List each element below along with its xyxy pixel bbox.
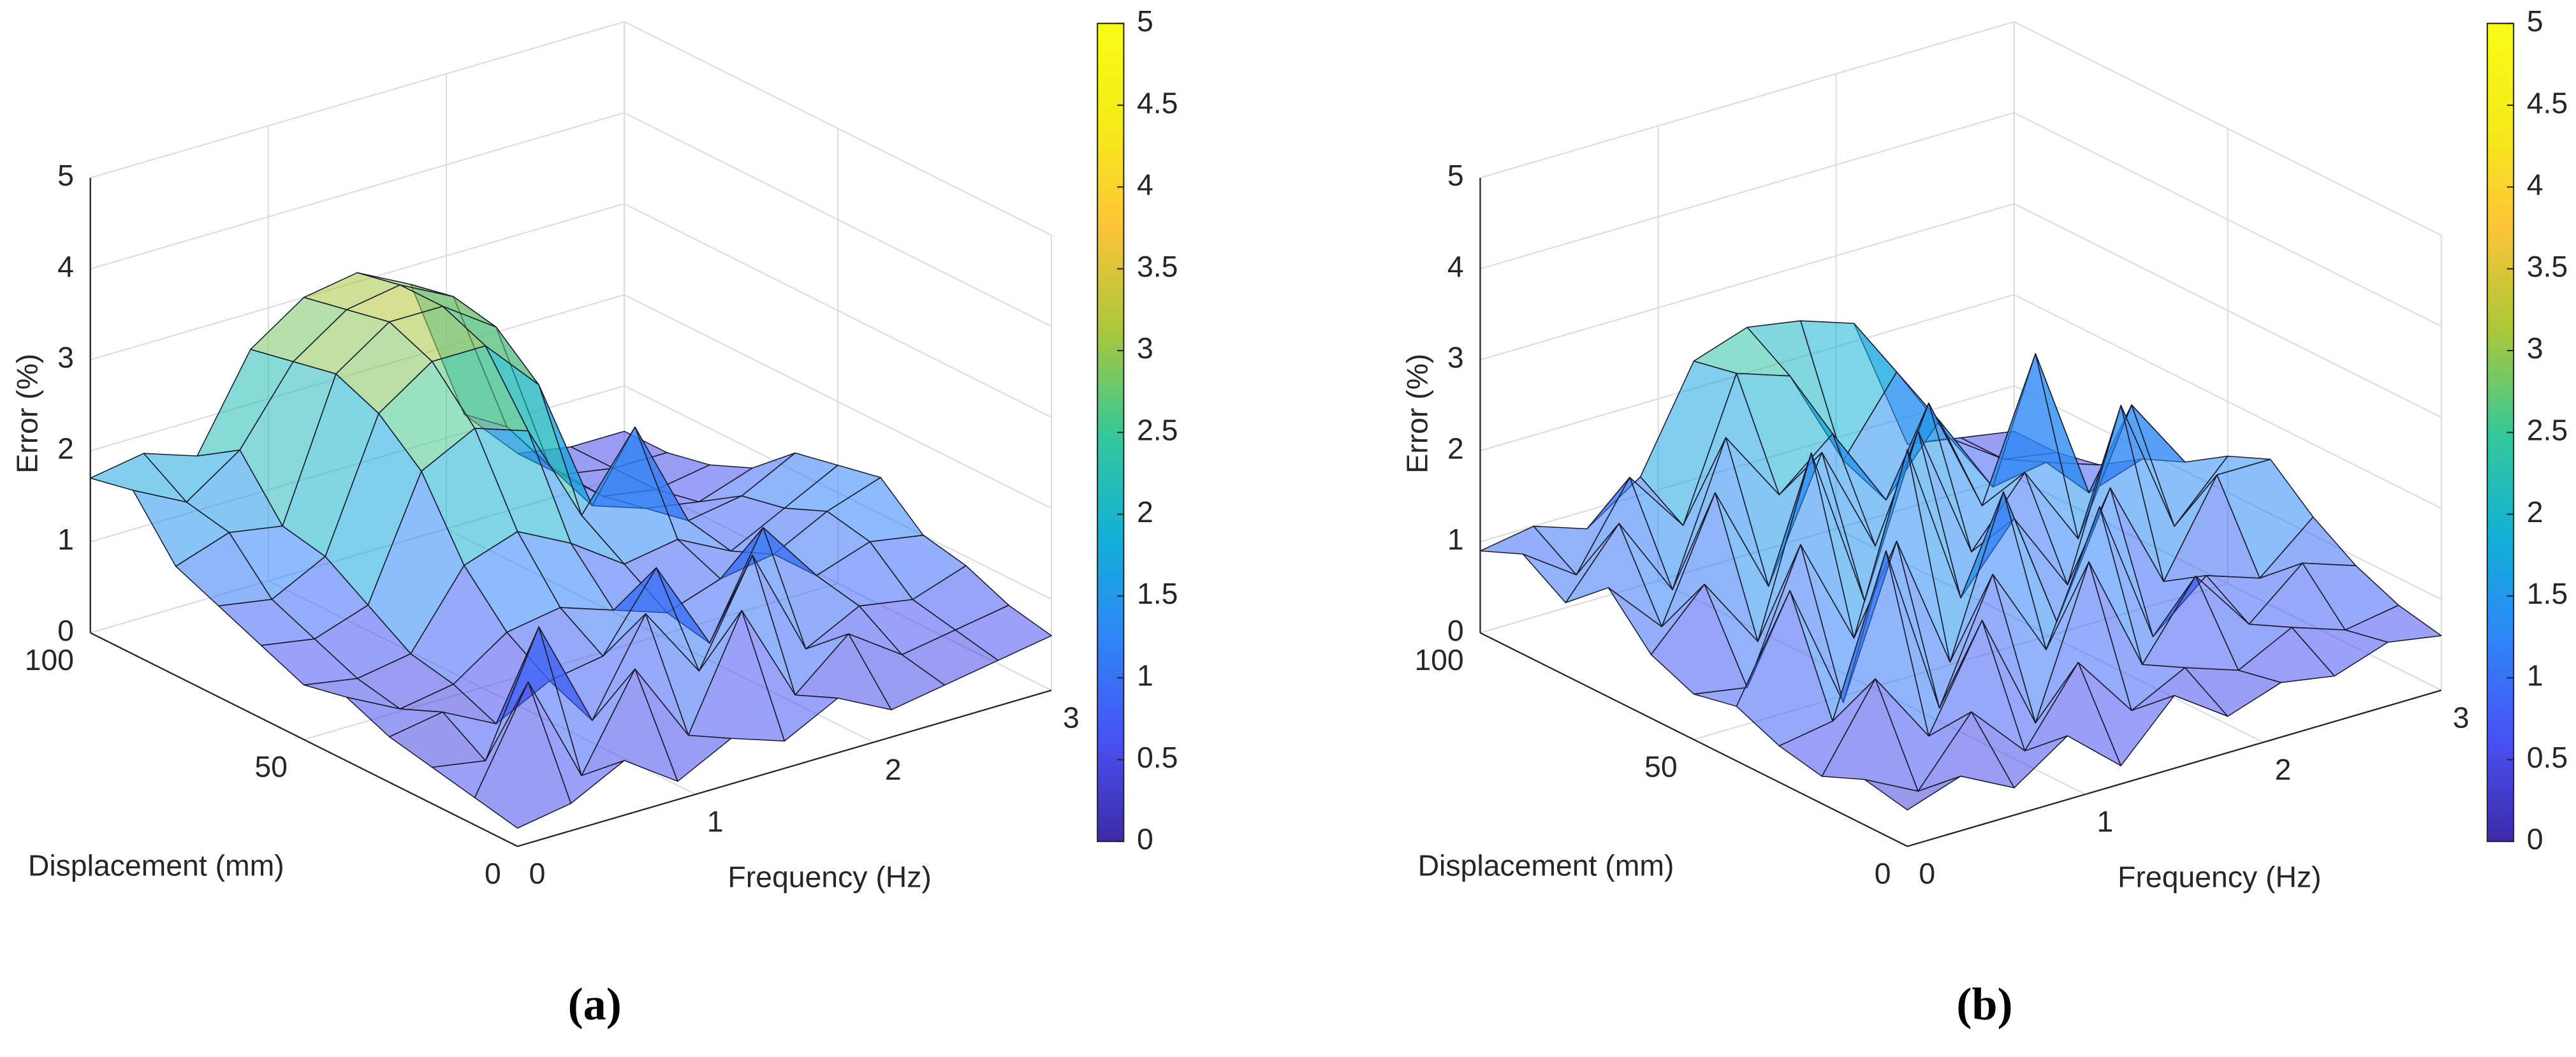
colorbar-tick-label: 4 (2527, 168, 2543, 201)
x-tick-label: 2 (2275, 753, 2292, 786)
surface-face (1864, 775, 1961, 811)
x-axis (1907, 689, 2442, 847)
grid-line (2014, 112, 2442, 327)
surface-face (474, 681, 572, 829)
colorbar-tick-label: 1.5 (1137, 577, 1178, 610)
grid-line (624, 294, 1052, 509)
z-axis-label: Error (%) (11, 354, 44, 474)
colorbar-tick-label: 5 (1137, 4, 1153, 38)
z-tick-label: 0 (1447, 614, 1464, 647)
y-tick-label: 0 (485, 857, 501, 890)
colorbar-tick-label: 1 (1137, 659, 1153, 692)
grid-line (2014, 21, 2442, 237)
z-tick-label: 2 (57, 432, 74, 465)
colorbar-tick-label: 5 (2527, 4, 2543, 38)
z-tick-label: 2 (1447, 432, 1464, 465)
z-tick-label: 3 (1447, 341, 1464, 374)
z-tick-label: 5 (1447, 159, 1464, 192)
grid-line (624, 21, 1052, 237)
grid-line (1480, 203, 2015, 361)
grid-line (1480, 112, 2015, 270)
x-tick-label: 2 (885, 753, 902, 786)
colorbar-tick-label: 3.5 (2527, 250, 2568, 283)
z-axis-label: Error (%) (1400, 354, 1433, 474)
z-tick-label: 4 (1447, 250, 1464, 283)
colorbar-tick-label: 3 (1137, 332, 1153, 365)
z-tick-label: 0 (57, 614, 74, 647)
colorbar-tick-label: 2 (1137, 495, 1153, 528)
z-tick-label: 1 (1447, 523, 1464, 556)
colorbar-tick-label: 4.5 (2527, 86, 2568, 119)
y-tick-label: 50 (254, 750, 288, 784)
y-axis-label: Displacement (mm) (28, 849, 284, 882)
grid-line (624, 203, 1052, 418)
z-tick-label: 4 (57, 250, 74, 283)
colorbar-tick-label: 4.5 (1137, 86, 1178, 119)
grid-line (90, 21, 625, 179)
grid-line (624, 112, 1052, 327)
colorbar-tick-label: 3 (2527, 332, 2543, 365)
y-tick-label: 100 (1414, 643, 1463, 676)
colorbar-tick-label: 1 (2527, 659, 2543, 692)
grid-line (2014, 203, 2442, 418)
y-tick-label: 50 (1644, 750, 1678, 784)
colorbar-tick-label: 0 (2527, 822, 2543, 856)
colorbar-tick-label: 0 (1137, 822, 1153, 856)
y-axis (90, 632, 518, 847)
colorbar-tick-label: 3.5 (1137, 250, 1178, 283)
x-tick-label: 1 (2097, 805, 2113, 838)
panel-label: (b) (1956, 979, 2012, 1030)
x-tick-label: 1 (707, 805, 724, 838)
y-tick-label: 100 (25, 643, 74, 676)
x-axis (517, 689, 1052, 847)
colorbar-tick-label: 2.5 (1137, 414, 1178, 447)
x-axis-label: Frequency (Hz) (2118, 860, 2321, 893)
z-tick-label: 1 (57, 523, 74, 556)
y-tick-label: 0 (1875, 857, 1891, 890)
y-axis-label: Displacement (mm) (1418, 849, 1674, 882)
x-tick-label: 3 (1063, 701, 1079, 734)
grid-line (2014, 294, 2442, 509)
grid-line (90, 112, 625, 270)
x-tick-label: 0 (529, 857, 546, 890)
y-axis (1479, 632, 1908, 847)
x-tick-label: 3 (2453, 701, 2470, 734)
colorbar-tick-label: 1.5 (2527, 577, 2568, 610)
colorbar-tick-label: 4 (1137, 168, 1153, 201)
z-tick-label: 5 (57, 159, 74, 192)
z-tick-label: 3 (57, 341, 74, 374)
panel-label: (a) (568, 979, 622, 1030)
x-axis-label: Frequency (Hz) (728, 860, 931, 893)
colorbar-tick-label: 0.5 (2527, 741, 2568, 774)
colorbar-tick-label: 0.5 (1137, 741, 1178, 774)
x-tick-label: 0 (1919, 857, 1935, 890)
colorbar-tick-label: 2.5 (2527, 414, 2568, 447)
colorbar-tick-label: 2 (2527, 495, 2543, 528)
grid-line (1480, 21, 2015, 179)
